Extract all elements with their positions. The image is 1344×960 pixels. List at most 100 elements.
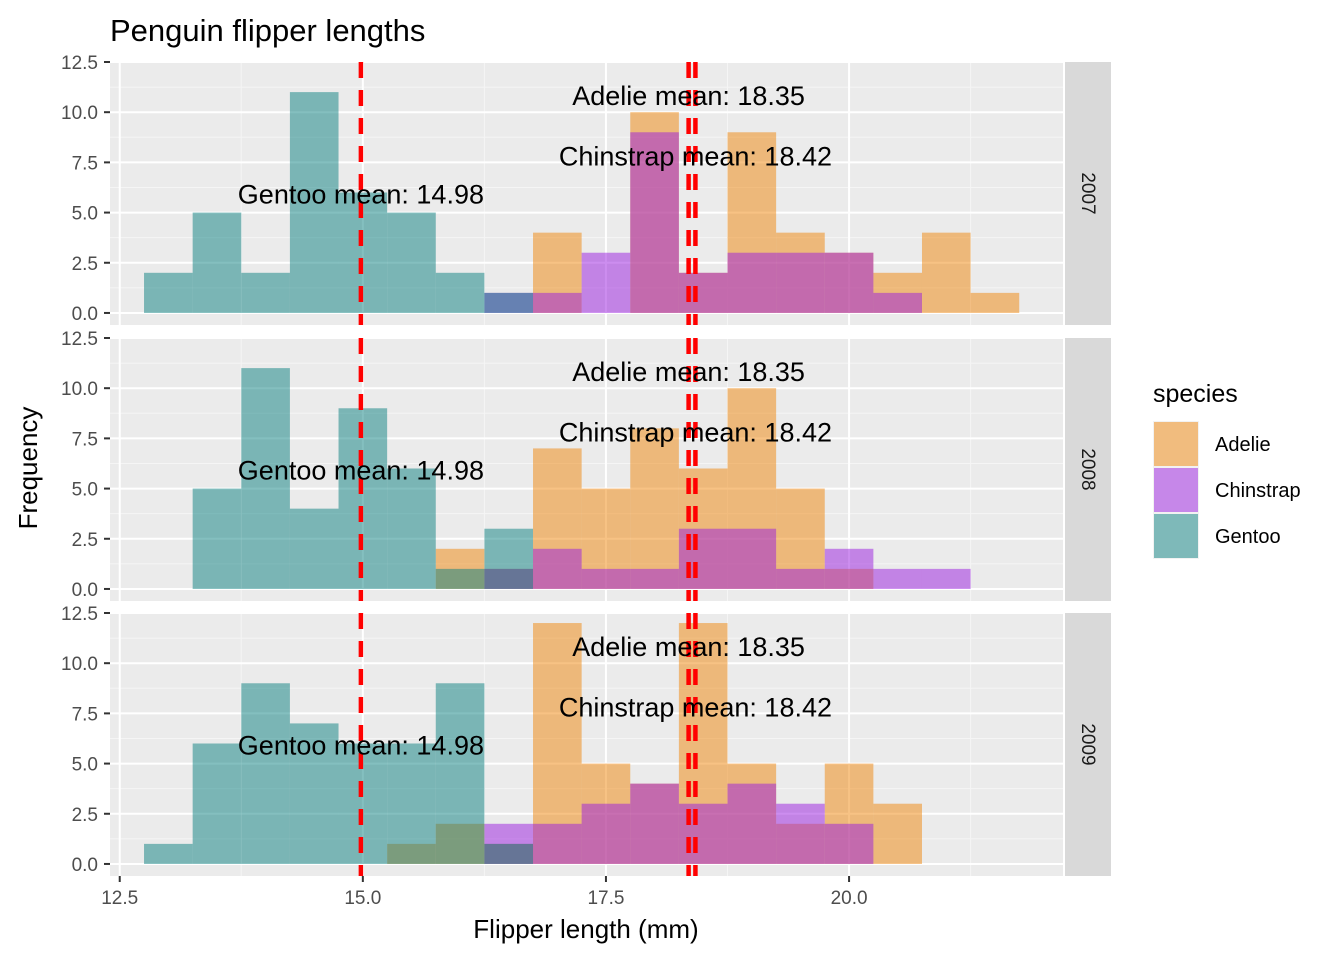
bar-chinstrap <box>921 568 971 589</box>
bar-chinstrap <box>581 568 631 589</box>
mean-label-gentoo: Gentoo mean: 14.98 <box>238 180 484 210</box>
x-tick-label: 15.0 <box>344 888 381 909</box>
y-tick-label: 2.5 <box>72 254 98 275</box>
bar-chinstrap <box>776 252 825 313</box>
legend-label: Adelie <box>1215 434 1271 456</box>
bar-gentoo <box>484 843 534 864</box>
y-tick-label: 2.5 <box>72 530 98 551</box>
bar-gentoo <box>192 743 242 864</box>
bar-chinstrap <box>678 272 728 313</box>
x-tick-label: 12.5 <box>101 888 138 909</box>
legend-title: species <box>1153 380 1238 408</box>
legend-swatch <box>1154 514 1198 558</box>
y-tick-label: 0.0 <box>72 580 98 601</box>
y-tick-label: 0.0 <box>72 855 98 876</box>
x-axis: 12.5 15.0 17.5 20.0 <box>101 876 868 909</box>
y-tick-label: 2.5 <box>72 805 98 826</box>
facet-strip <box>1065 62 1111 325</box>
legend-swatch <box>1154 468 1198 512</box>
bar-adelie <box>970 292 1020 313</box>
bar-chinstrap <box>581 252 631 313</box>
bar-chinstrap <box>581 803 631 864</box>
bar-chinstrap <box>727 528 777 589</box>
bar-gentoo <box>484 292 534 313</box>
bar-gentoo <box>192 212 242 313</box>
bar-chinstrap <box>824 823 874 864</box>
y-tick-label: 12.5 <box>61 604 98 625</box>
facet-strip-label: 2009 <box>1077 723 1098 765</box>
y-tick-label: 10.0 <box>61 103 98 124</box>
bar-chinstrap <box>824 548 874 589</box>
legend-label: Chinstrap <box>1215 480 1301 502</box>
bar-gentoo <box>241 272 290 313</box>
y-tick-label: 5.0 <box>72 204 98 225</box>
y-tick-label: 10.0 <box>61 379 98 400</box>
y-tick-label: 7.5 <box>72 704 98 725</box>
mean-label-chinstrap: Chinstrap mean: 18.42 <box>559 141 832 171</box>
x-tick-label: 17.5 <box>587 888 624 909</box>
bar-gentoo <box>387 468 436 589</box>
bar-gentoo <box>289 508 339 589</box>
y-tick-label: 7.5 <box>72 153 98 174</box>
mean-label-chinstrap: Chinstrap mean: 18.42 <box>559 692 832 722</box>
bar-adelie <box>921 232 971 313</box>
bar-chinstrap <box>533 823 582 864</box>
bar-chinstrap <box>873 292 922 313</box>
legend-swatch <box>1154 422 1198 466</box>
bar-chinstrap <box>678 528 728 589</box>
bar-gentoo <box>435 568 485 589</box>
legend-label: Gentoo <box>1215 526 1281 548</box>
facet-panel-2008: Gentoo mean: 14.98 Adelie mean: 18.35 Chin… <box>61 329 1111 601</box>
chart-title: Penguin flipper lengths <box>110 13 425 48</box>
facet-panel-2009: Gentoo mean: 14.98 Adelie mean: 18.35 Chin… <box>61 604 1111 876</box>
y-tick-label: 0.0 <box>72 304 98 325</box>
bar-gentoo <box>289 92 339 313</box>
bar-gentoo <box>192 488 242 589</box>
facet-panel-2007: Gentoo mean: 14.98 Adelie mean: 18.35 Chin… <box>61 53 1111 325</box>
bar-chinstrap <box>824 252 874 313</box>
legend: species Adelie Chinstrap Gentoo <box>1153 380 1301 559</box>
bar-gentoo <box>435 272 485 313</box>
bar-gentoo <box>289 723 339 864</box>
bar-gentoo <box>241 683 290 864</box>
facet-strip-label: 2007 <box>1077 172 1098 214</box>
bar-adelie <box>873 803 922 864</box>
mean-label-adelie: Adelie mean: 18.35 <box>572 357 805 387</box>
bar-gentoo <box>144 272 193 313</box>
y-tick-label: 10.0 <box>61 654 98 675</box>
bar-gentoo <box>435 683 485 864</box>
y-tick-label: 12.5 <box>61 53 98 74</box>
y-tick-label: 7.5 <box>72 429 98 450</box>
bar-gentoo <box>484 528 534 589</box>
bar-gentoo <box>144 843 193 864</box>
bar-adelie <box>630 428 679 589</box>
facet-panels: Gentoo mean: 14.98 Adelie mean: 18.35 Chin… <box>61 53 1111 876</box>
y-tick-label: 5.0 <box>72 755 98 776</box>
y-axis-title: Frequency <box>13 407 43 530</box>
facet-strip-label: 2008 <box>1077 448 1098 490</box>
facet-strip <box>1065 338 1111 601</box>
bar-chinstrap <box>727 783 777 864</box>
bar-chinstrap <box>630 132 679 313</box>
y-tick-label: 12.5 <box>61 329 98 350</box>
mean-label-chinstrap: Chinstrap mean: 18.42 <box>559 417 832 447</box>
y-tick-label: 5.0 <box>72 480 98 501</box>
bar-chinstrap <box>727 252 777 313</box>
legend-item-gentoo: Gentoo <box>1153 513 1281 559</box>
legend-item-chinstrap: Chinstrap <box>1153 467 1301 513</box>
mean-label-adelie: Adelie mean: 18.35 <box>572 81 805 111</box>
bar-chinstrap <box>533 548 582 589</box>
mean-label-gentoo: Gentoo mean: 14.98 <box>238 456 484 486</box>
x-tick-label: 20.0 <box>831 888 868 909</box>
mean-label-adelie: Adelie mean: 18.35 <box>572 632 805 662</box>
bar-gentoo <box>387 743 436 864</box>
mean-label-gentoo: Gentoo mean: 14.98 <box>238 731 484 761</box>
bar-chinstrap <box>533 292 582 313</box>
bar-chinstrap <box>776 568 825 589</box>
bar-chinstrap <box>873 568 922 589</box>
x-axis-title: Flipper length (mm) <box>473 914 698 944</box>
legend-item-adelie: Adelie <box>1153 421 1271 467</box>
bar-gentoo <box>387 212 436 313</box>
bar-gentoo <box>241 368 290 589</box>
